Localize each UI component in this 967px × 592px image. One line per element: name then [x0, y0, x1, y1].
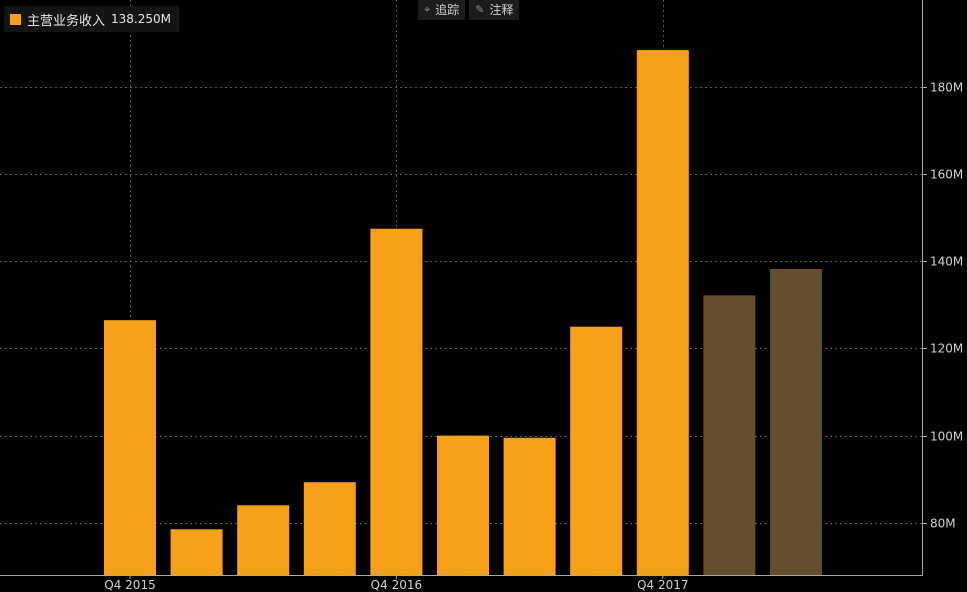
bar: [237, 505, 290, 575]
bar: [170, 529, 223, 575]
y-tick-label: 80M: [930, 517, 956, 531]
x-tick-label: Q4 2017: [637, 578, 688, 592]
crosshair-icon: ⌖: [424, 3, 431, 16]
track-button[interactable]: ⌖ 追踪: [418, 0, 466, 20]
y-tick-label: 160M: [930, 168, 963, 182]
y-tick-label: 100M: [930, 430, 963, 444]
bar: [570, 326, 623, 575]
bar: [370, 228, 423, 575]
annotate-button[interactable]: ✎ 注释: [469, 0, 520, 20]
bar: [437, 435, 489, 575]
annotate-label: 注释: [489, 3, 514, 17]
bar: [104, 320, 156, 575]
y-tick-label: 180M: [930, 81, 963, 95]
bar-estimate: [703, 295, 756, 575]
chart-toolbar: ⌖ 追踪 ✎ 注释: [418, 0, 520, 20]
bar: [303, 482, 356, 575]
x-tick-label: Q4 2016: [371, 578, 422, 592]
legend-label: 主营业务收入: [27, 13, 106, 29]
y-tick-label: 140M: [930, 255, 963, 269]
legend-swatch: [10, 13, 21, 25]
track-label: 追踪: [435, 3, 460, 17]
x-tick-label: Q4 2015: [104, 578, 155, 592]
bar: [503, 437, 556, 575]
legend: 主营业务收入 138.250M: [4, 6, 179, 32]
bar: [636, 50, 689, 576]
legend-value: 138.250M: [111, 12, 171, 26]
bar-estimate: [770, 269, 822, 575]
y-tick-label: 120M: [930, 342, 963, 356]
pencil-icon: ✎: [475, 3, 485, 16]
